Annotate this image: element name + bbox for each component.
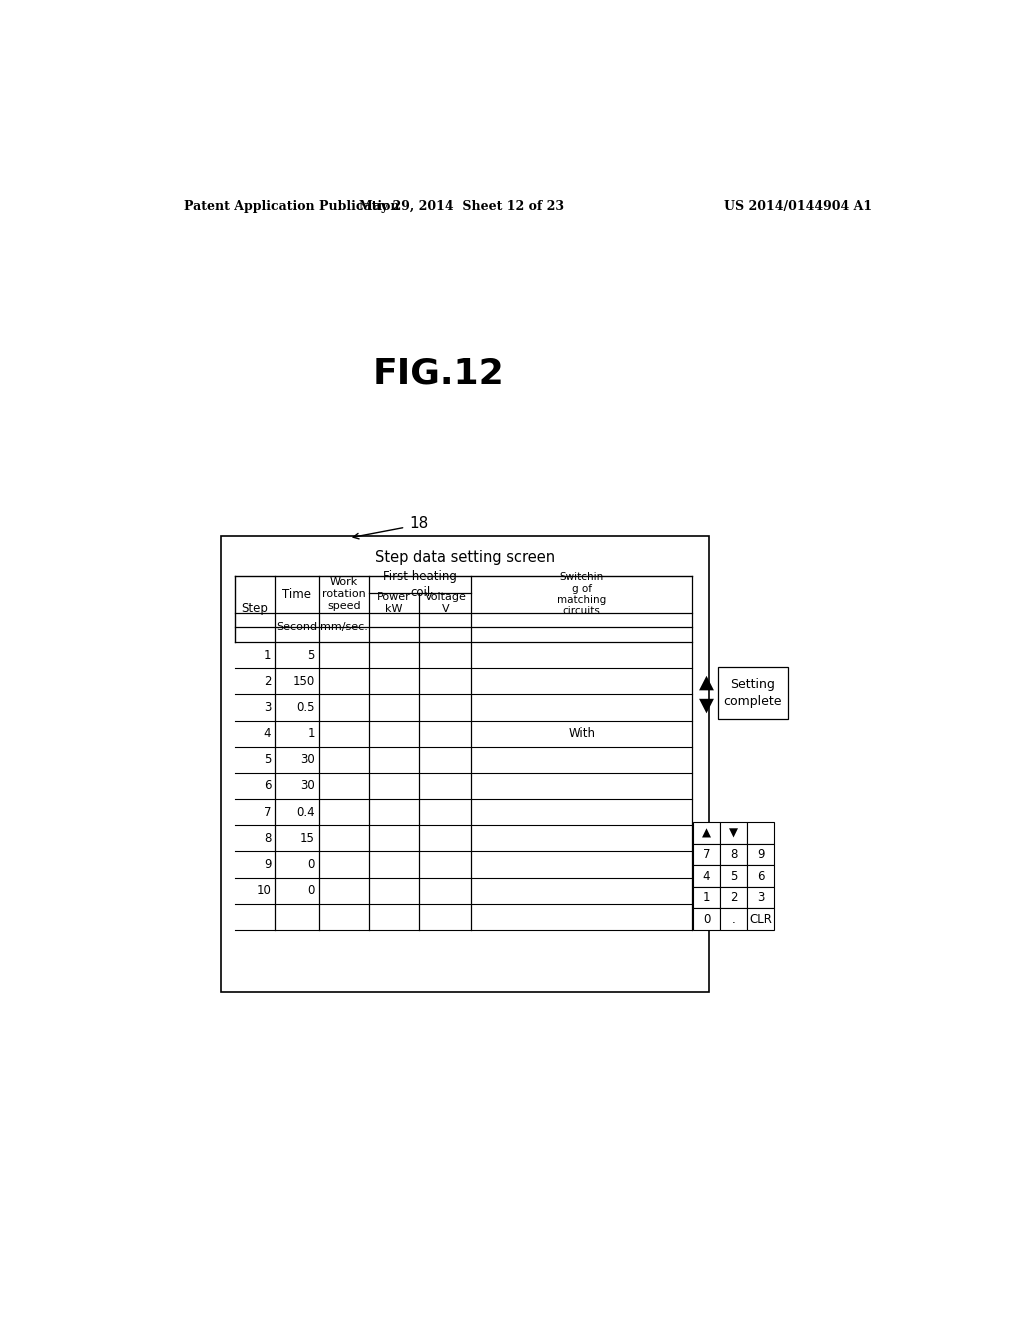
Text: 6: 6	[757, 870, 765, 883]
Text: 30: 30	[300, 779, 314, 792]
Text: 8: 8	[264, 832, 271, 845]
Text: CLR: CLR	[750, 912, 772, 925]
Text: Power
kW: Power kW	[377, 593, 411, 614]
Text: 10: 10	[256, 884, 271, 898]
Text: 7: 7	[264, 805, 271, 818]
Bar	[718, 667, 787, 719]
Text: ▼: ▼	[698, 696, 714, 714]
Bar	[748, 908, 774, 929]
Text: 5: 5	[307, 648, 314, 661]
Bar	[693, 843, 720, 866]
Text: First heating
coil: First heating coil	[383, 570, 457, 599]
Text: ▲: ▲	[702, 826, 711, 840]
Text: Second: Second	[276, 622, 317, 632]
Text: 8: 8	[730, 847, 737, 861]
Text: Time: Time	[283, 587, 311, 601]
Text: 3: 3	[264, 701, 271, 714]
Text: 0: 0	[307, 884, 314, 898]
Text: .: .	[732, 912, 735, 925]
Bar	[748, 887, 774, 908]
Text: 5: 5	[264, 754, 271, 767]
Text: 0: 0	[702, 912, 711, 925]
Text: Setting
complete: Setting complete	[723, 677, 782, 708]
Text: With: With	[568, 727, 595, 741]
Text: 6: 6	[264, 779, 271, 792]
Text: ▼: ▼	[729, 826, 738, 840]
Bar	[693, 908, 720, 929]
Text: 1: 1	[264, 648, 271, 661]
Text: 0.5: 0.5	[296, 701, 314, 714]
Text: ▲: ▲	[698, 672, 714, 692]
Text: 2: 2	[264, 675, 271, 688]
Text: 3: 3	[757, 891, 765, 904]
Text: 0.4: 0.4	[296, 805, 314, 818]
Bar	[693, 822, 720, 843]
Text: 4: 4	[264, 727, 271, 741]
Text: 1: 1	[307, 727, 314, 741]
Text: Voltage
V: Voltage V	[424, 593, 466, 614]
Bar	[693, 866, 720, 887]
Bar	[748, 843, 774, 866]
Text: mm/sec.: mm/sec.	[319, 622, 368, 632]
Text: 4: 4	[702, 870, 711, 883]
Bar	[693, 887, 720, 908]
Text: Step: Step	[242, 602, 268, 615]
Text: Work
rotation
speed: Work rotation speed	[322, 577, 366, 611]
Bar	[720, 887, 748, 908]
Text: 1: 1	[702, 891, 711, 904]
Text: Switchin
g of
matching
circuits: Switchin g of matching circuits	[557, 573, 606, 616]
Bar	[221, 536, 710, 991]
Text: 0: 0	[307, 858, 314, 871]
Text: 30: 30	[300, 754, 314, 767]
Bar	[720, 866, 748, 887]
Text: 15: 15	[300, 832, 314, 845]
Text: 7: 7	[702, 847, 711, 861]
Text: 9: 9	[757, 847, 765, 861]
Text: 18: 18	[410, 516, 429, 531]
Text: US 2014/0144904 A1: US 2014/0144904 A1	[724, 199, 872, 213]
Text: Patent Application Publication: Patent Application Publication	[183, 199, 399, 213]
Bar	[748, 822, 774, 843]
Bar	[720, 908, 748, 929]
Bar	[720, 822, 748, 843]
Text: May 29, 2014  Sheet 12 of 23: May 29, 2014 Sheet 12 of 23	[358, 199, 564, 213]
Text: 2: 2	[730, 891, 737, 904]
Text: Step data setting screen: Step data setting screen	[375, 549, 555, 565]
Bar	[720, 843, 748, 866]
Text: FIG.12: FIG.12	[372, 356, 504, 391]
Text: 5: 5	[730, 870, 737, 883]
Text: 9: 9	[264, 858, 271, 871]
Bar	[748, 866, 774, 887]
Text: 150: 150	[293, 675, 314, 688]
